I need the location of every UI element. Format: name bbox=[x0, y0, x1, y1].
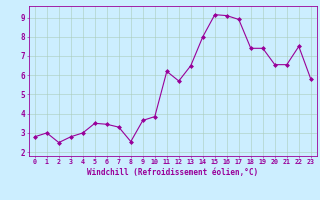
X-axis label: Windchill (Refroidissement éolien,°C): Windchill (Refroidissement éolien,°C) bbox=[87, 168, 258, 177]
